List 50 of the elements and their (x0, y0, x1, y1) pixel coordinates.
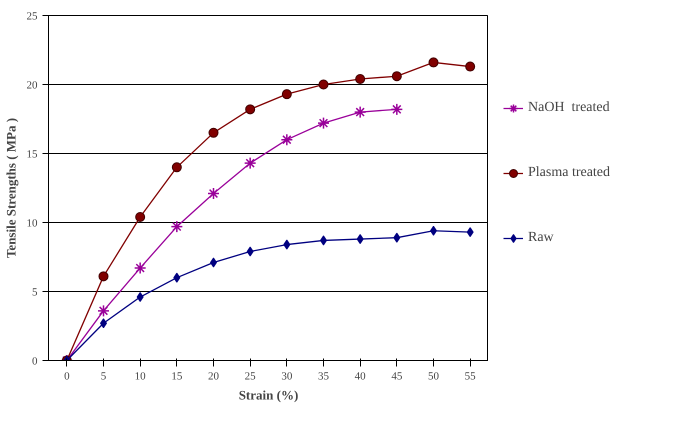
point (318, 80, 328, 90)
x-axis-title: Strain (%) (238, 388, 298, 402)
x-tick-label: 50 (428, 370, 440, 382)
point (392, 71, 402, 82)
point (354, 106, 366, 118)
point (280, 133, 294, 146)
point (356, 234, 364, 244)
x-tick-label: 40 (354, 370, 366, 382)
point (245, 104, 256, 114)
point (393, 232, 400, 243)
point (282, 89, 292, 100)
y-tick-label: 0 (32, 356, 38, 368)
point (466, 227, 474, 238)
point (317, 116, 330, 130)
y-tick-label: 10 (26, 218, 38, 230)
point (465, 62, 476, 72)
y-axis-title: Tensile Strengths ( MPa ) (4, 118, 18, 258)
point (246, 246, 254, 256)
legend-label: Plasma treated (528, 165, 610, 181)
x-tick-label: 20 (208, 370, 220, 382)
point (97, 304, 110, 318)
point (208, 128, 218, 138)
x-tick-label: 35 (318, 370, 330, 382)
point (172, 162, 182, 172)
x-tick-label: 5 (100, 370, 107, 382)
point (244, 156, 256, 170)
y-tick-label: 20 (26, 80, 38, 92)
x-tick-label: 55 (464, 370, 476, 382)
point (170, 220, 184, 233)
x-tick-label: 25 (244, 370, 256, 382)
point (355, 74, 366, 84)
point (136, 292, 144, 302)
x-tick-label: 45 (391, 370, 403, 382)
point (207, 187, 220, 200)
legend-label: Raw (528, 230, 554, 246)
x-tick-label: 0 (64, 370, 70, 382)
point (135, 212, 146, 222)
point (390, 103, 404, 116)
y-tick-label: 25 (26, 10, 38, 22)
x-tick-label: 10 (134, 370, 146, 382)
y-tick-label: 5 (32, 286, 38, 298)
point (98, 271, 108, 282)
y-tick-label: 15 (26, 148, 38, 160)
point (173, 272, 180, 283)
x-tick-label: 15 (171, 370, 183, 382)
point (134, 262, 146, 274)
legend-label: NaOH treated (528, 100, 610, 116)
x-tick-label: 30 (281, 370, 293, 382)
point (428, 57, 438, 68)
point (283, 240, 290, 250)
